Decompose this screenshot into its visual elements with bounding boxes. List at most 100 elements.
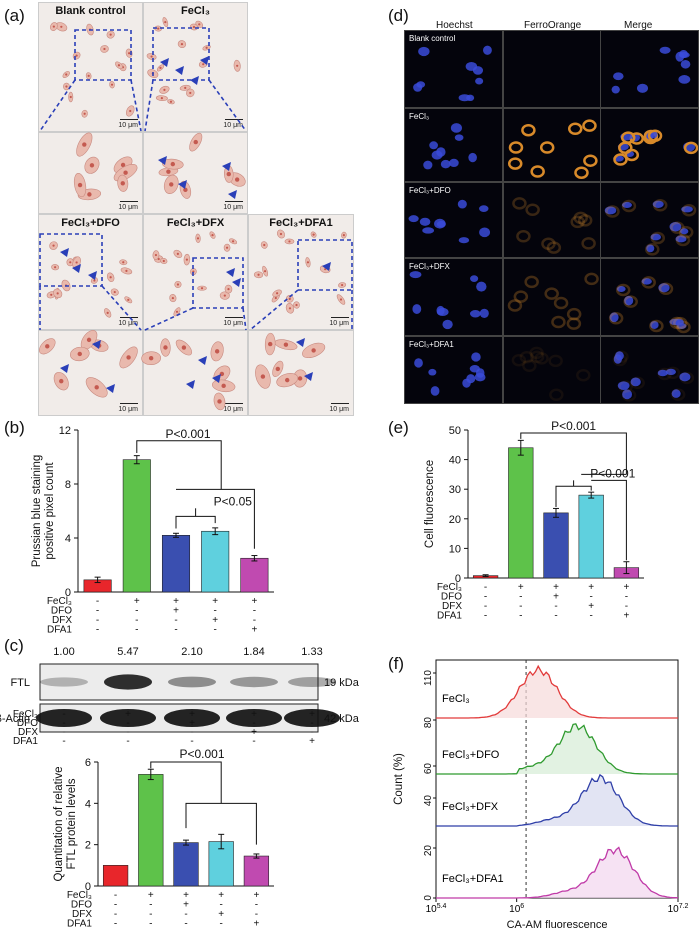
- treatment-sign: +: [251, 596, 257, 607]
- treatment-sign: -: [96, 615, 99, 626]
- nucleus-spot: [621, 201, 632, 208]
- treatment-sign: -: [96, 625, 99, 635]
- nucleus-spot: [659, 46, 671, 54]
- ferro-spot: [613, 153, 628, 166]
- cell-nucleus: [166, 169, 171, 174]
- cell-nucleus: [169, 100, 173, 103]
- cell-nucleus: [180, 43, 184, 46]
- ferro-spot: [641, 276, 656, 289]
- cell-nucleus: [87, 74, 90, 77]
- y-axis-label: Cell fluorescence: [424, 460, 436, 548]
- treatment-sign: -: [252, 736, 255, 747]
- histogram-fill: [436, 774, 678, 826]
- cell-nucleus: [171, 296, 174, 300]
- p-value: P<0.001: [551, 420, 596, 433]
- nucleus-spot: [622, 389, 633, 400]
- y-tick-label: 4: [65, 533, 71, 545]
- treatment-sign: -: [554, 601, 557, 612]
- arrowhead-icon: [296, 338, 305, 347]
- band: [36, 709, 92, 727]
- fluorescence-cells: [408, 199, 491, 244]
- histogram-line: [436, 773, 678, 827]
- fluor-header: FerroOrange: [524, 20, 582, 31]
- y-tick-label: 40: [423, 795, 434, 807]
- significance-bracket: [520, 432, 627, 475]
- ferro-spot: [574, 166, 589, 179]
- cell-nucleus: [125, 269, 128, 272]
- cell-nucleus: [163, 88, 166, 91]
- cell-nucleus: [52, 244, 55, 247]
- ferro-spot: [618, 141, 633, 155]
- cell-nucleus: [59, 378, 64, 384]
- arrowhead-icon: [175, 66, 184, 75]
- cell-nucleus: [189, 91, 192, 95]
- ferro-spot: [529, 346, 544, 360]
- cell-nucleus: [297, 376, 303, 381]
- cell-nucleus: [311, 348, 316, 353]
- nucleus-spot: [671, 389, 681, 398]
- cell-nucleus: [93, 279, 96, 282]
- arrowhead-icon: [198, 356, 207, 365]
- scale-bar: 10 μm: [223, 406, 243, 413]
- nucleus-spot: [672, 318, 684, 326]
- blot-treatment-table: FeCl₃ - + + + +DFO - - + - -DFX - - - + -DFA1- - - - +: [13, 709, 315, 747]
- ferro-spot: [615, 283, 631, 297]
- nucleus-spot: [434, 218, 446, 229]
- fluorescence-image: [503, 336, 602, 404]
- scale-bar: 10 μm: [118, 122, 138, 129]
- treatment-sign: +: [148, 890, 154, 901]
- cell-nucleus: [82, 142, 87, 147]
- treatment-sign: +: [218, 890, 224, 901]
- ferro-spot: [621, 389, 637, 402]
- cell-nucleus: [86, 337, 92, 343]
- cell-nucleus: [263, 243, 266, 247]
- bar: [161, 535, 191, 593]
- micrograph-dfx-zoom: 10 μm: [143, 330, 248, 416]
- ferro-spot: [513, 290, 529, 303]
- nucleus-spot: [471, 352, 481, 362]
- ferro-spot: [566, 317, 582, 330]
- ferro-spot: [608, 312, 624, 325]
- fluorescence-image: [600, 108, 699, 182]
- treatment-sign: +: [173, 606, 179, 617]
- nucleus-spot: [630, 377, 641, 387]
- fluorescence-cells: [613, 129, 698, 166]
- ferro-spot: [583, 154, 598, 167]
- cell-nucleus: [221, 383, 226, 389]
- treatment-sign: -: [255, 909, 258, 920]
- scale-bar: 10 μm: [223, 122, 243, 129]
- ferro-spot: [522, 359, 537, 373]
- treatment-sign: -: [62, 709, 65, 720]
- cell-nucleus: [162, 259, 165, 263]
- fluor-row-label: FeCl₃+DFO: [409, 186, 451, 195]
- x-tick-label: 106: [509, 903, 524, 915]
- ferro-spot: [652, 199, 668, 212]
- ferro-spot: [678, 226, 694, 239]
- treatment-sign: -: [625, 592, 628, 603]
- nucleus-spot: [483, 45, 492, 55]
- treatment-sign: -: [114, 900, 117, 911]
- treatment-sign: +: [623, 611, 629, 621]
- nucleus-spot: [412, 304, 422, 315]
- cell-nucleus: [109, 33, 112, 36]
- cell-nucleus: [163, 345, 168, 350]
- y-tick-label: 110: [423, 670, 434, 686]
- bar: [201, 530, 230, 593]
- ferro-spot: [576, 368, 591, 382]
- nucleus-spot: [476, 281, 487, 292]
- arrowhead-icon: [212, 374, 221, 383]
- cell-nucleus: [176, 252, 179, 256]
- y-tick-label: 12: [59, 425, 71, 437]
- nucleus-spot: [641, 278, 652, 285]
- fluor-row-label: Blank control: [409, 34, 456, 43]
- fluorescence-image: [600, 258, 699, 336]
- treatment-sign: -: [114, 909, 117, 920]
- treatment-sign: -: [310, 718, 313, 729]
- fluor-header: Merge: [624, 20, 653, 31]
- cell-nucleus: [52, 25, 55, 28]
- cell-nucleus: [236, 64, 239, 67]
- nucleus-spot: [457, 199, 467, 209]
- p-value: P<0.001: [165, 427, 210, 441]
- nucleus-spot: [472, 66, 484, 75]
- treatment-label: DFO: [71, 900, 92, 911]
